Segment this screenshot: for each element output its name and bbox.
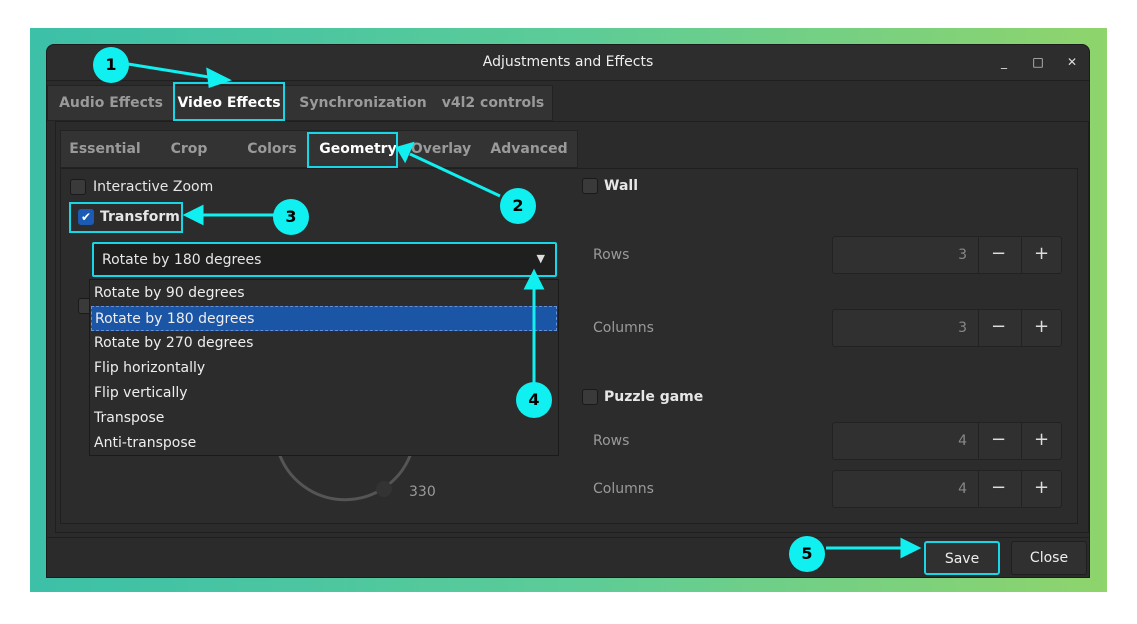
- tab-essential[interactable]: Essential: [69, 141, 141, 157]
- tab-v4l2-controls[interactable]: v4l2 controls: [441, 95, 545, 111]
- option-rotate-90[interactable]: Rotate by 90 degrees: [94, 285, 245, 301]
- arrow-head-3: [182, 204, 204, 226]
- transform-label: Transform: [100, 209, 180, 225]
- tab-colors[interactable]: Colors: [247, 141, 297, 157]
- transform-checkbox[interactable]: ✔: [78, 209, 94, 225]
- step-badge-5: 5: [789, 536, 825, 572]
- chevron-down-icon: ▼: [536, 252, 545, 265]
- wall-rows-increment[interactable]: +: [1021, 237, 1061, 273]
- option-anti-transpose[interactable]: Anti-transpose: [94, 435, 197, 451]
- wall-columns-decrement[interactable]: −: [978, 310, 1018, 346]
- tab-geometry[interactable]: Geometry: [319, 141, 397, 157]
- interactive-zoom-checkbox[interactable]: [70, 179, 86, 195]
- select-value: Rotate by 180 degrees: [102, 252, 262, 268]
- video-effects-highlight: [173, 82, 285, 121]
- geometry-highlight: [307, 132, 398, 168]
- wall-rows-stepper[interactable]: 3 − +: [832, 236, 1062, 274]
- option-flip-vertically[interactable]: Flip vertically: [94, 385, 188, 401]
- tab-audio-effects[interactable]: Audio Effects: [59, 95, 163, 111]
- puzzle-columns-stepper[interactable]: 4 − +: [832, 470, 1062, 508]
- wall-rows-label: Rows: [593, 247, 630, 263]
- option-flip-horizontally[interactable]: Flip horizontally: [94, 360, 206, 376]
- wall-columns-label: Columns: [593, 320, 654, 336]
- option-rotate-270[interactable]: Rotate by 270 degrees: [94, 335, 254, 351]
- puzzle-label: Puzzle game: [604, 389, 704, 405]
- tab-advanced[interactable]: Advanced: [490, 141, 568, 157]
- wall-columns-increment[interactable]: +: [1021, 310, 1061, 346]
- puzzle-columns-label: Columns: [593, 481, 654, 497]
- wall-columns-value[interactable]: 3: [958, 320, 967, 336]
- transform-type-select[interactable]: Rotate by 180 degrees ▼: [92, 242, 557, 277]
- title-bar: Adjustments and Effects _ □ ✕: [47, 45, 1089, 81]
- rotate-angle-value: 330: [409, 484, 436, 500]
- wall-checkbox[interactable]: [582, 178, 598, 194]
- main-tabs: Audio Effects Video Effects Synchronizat…: [47, 85, 553, 121]
- puzzle-columns-value[interactable]: 4: [958, 481, 967, 497]
- tab-video-effects[interactable]: Video Effects: [177, 95, 281, 111]
- sub-tabs: Essential Crop Colors Geometry Overlay A…: [60, 130, 578, 168]
- step-badge-1: 1: [93, 47, 129, 83]
- puzzle-checkbox[interactable]: [582, 389, 598, 405]
- close-button[interactable]: Close: [1011, 541, 1087, 575]
- rotate-dial[interactable]: [260, 420, 440, 510]
- transform-highlight: [69, 202, 183, 233]
- step-badge-4: 4: [516, 382, 552, 418]
- wall-label: Wall: [604, 178, 638, 194]
- dial-handle[interactable]: [376, 481, 392, 497]
- step-badge-2: 2: [500, 188, 536, 224]
- window-title: Adjustments and Effects: [482, 54, 654, 70]
- wall-rows-value[interactable]: 3: [958, 247, 967, 263]
- step-badge-3: 3: [273, 199, 309, 235]
- wall-columns-stepper[interactable]: 3 − +: [832, 309, 1062, 347]
- puzzle-rows-value[interactable]: 4: [958, 433, 967, 449]
- option-transpose[interactable]: Transpose: [94, 410, 165, 426]
- puzzle-rows-increment[interactable]: +: [1021, 423, 1061, 459]
- option-rotate-180[interactable]: Rotate by 180 degrees: [91, 306, 557, 331]
- tab-overlay[interactable]: Overlay: [410, 141, 472, 157]
- puzzle-rows-decrement[interactable]: −: [978, 423, 1018, 459]
- maximize-button[interactable]: □: [1032, 55, 1044, 69]
- minimize-button[interactable]: _: [1001, 55, 1007, 69]
- transform-dropdown-list: Rotate by 90 degrees Rotate by 180 degre…: [89, 279, 559, 456]
- close-window-button[interactable]: ✕: [1066, 55, 1078, 69]
- puzzle-rows-label: Rows: [593, 433, 630, 449]
- wall-rows-decrement[interactable]: −: [978, 237, 1018, 273]
- arrow-head-4: [523, 268, 545, 290]
- save-button[interactable]: Save: [924, 541, 1000, 575]
- puzzle-rows-stepper[interactable]: 4 − +: [832, 422, 1062, 460]
- puzzle-columns-decrement[interactable]: −: [978, 471, 1018, 507]
- tab-crop[interactable]: Crop: [170, 141, 208, 157]
- arrow-head-1: [206, 67, 232, 89]
- arrow-head-5: [900, 537, 922, 559]
- interactive-zoom-label: Interactive Zoom: [93, 179, 214, 195]
- puzzle-columns-increment[interactable]: +: [1021, 471, 1061, 507]
- tab-synchronization[interactable]: Synchronization: [299, 95, 427, 111]
- arrow-head-2: [395, 141, 415, 164]
